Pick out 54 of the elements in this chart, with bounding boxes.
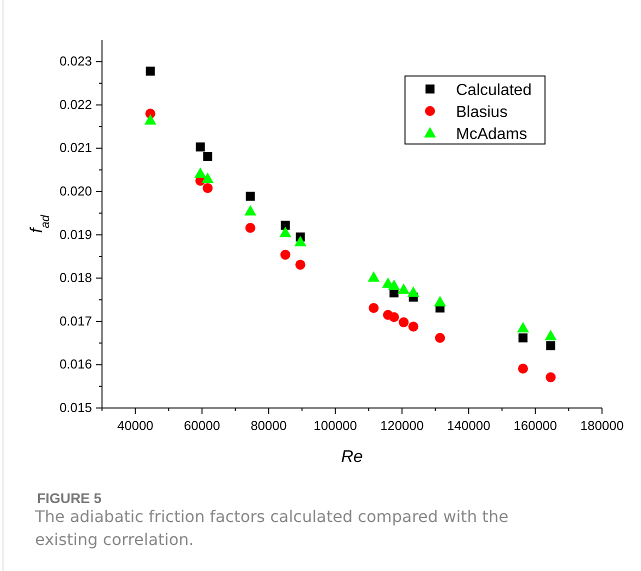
y-tick-label: 0.015 bbox=[59, 400, 92, 415]
point bbox=[435, 332, 445, 343]
point bbox=[388, 279, 400, 290]
legend-label: Calculated bbox=[456, 82, 532, 99]
y-tick-label: 0.020 bbox=[59, 184, 92, 199]
point bbox=[203, 152, 212, 161]
point bbox=[146, 66, 155, 76]
point bbox=[295, 260, 306, 270]
point bbox=[518, 364, 528, 374]
x-tick-label: 80000 bbox=[250, 418, 287, 433]
legend-label: McAdams bbox=[456, 126, 528, 143]
text: The adiabatic friction factors calculated compared with the existing correlation. bbox=[35, 506, 510, 551]
y-tick-label: 0.023 bbox=[59, 54, 92, 69]
y-tick-label: 0.017 bbox=[59, 313, 92, 328]
point bbox=[544, 330, 557, 340]
point bbox=[202, 183, 213, 194]
point bbox=[434, 296, 446, 306]
point bbox=[280, 250, 290, 260]
point bbox=[194, 167, 206, 178]
x-tick-label: 180000 bbox=[580, 418, 624, 433]
x-tick-label: 60000 bbox=[184, 418, 220, 433]
legend-label: Blasius bbox=[456, 104, 508, 121]
point bbox=[407, 286, 420, 297]
point bbox=[245, 222, 256, 233]
point bbox=[246, 192, 255, 201]
text: FIGURE 5 bbox=[37, 490, 102, 506]
y-tick-label: 0.016 bbox=[59, 356, 92, 372]
point bbox=[398, 283, 410, 294]
x-tick-label: 100000 bbox=[314, 418, 358, 433]
x-tick-label: 40000 bbox=[117, 418, 154, 433]
point bbox=[408, 322, 418, 332]
point bbox=[389, 312, 399, 322]
point bbox=[144, 114, 156, 125]
point bbox=[280, 220, 290, 230]
point bbox=[546, 341, 556, 350]
point bbox=[398, 317, 409, 328]
x-tick-label: 120000 bbox=[380, 418, 424, 433]
point bbox=[279, 226, 292, 238]
point bbox=[202, 172, 214, 184]
point bbox=[196, 142, 205, 152]
point bbox=[368, 302, 379, 313]
x-tick-label: 140000 bbox=[446, 418, 490, 433]
point bbox=[518, 333, 528, 342]
point bbox=[517, 322, 529, 332]
x-tick-label: 160000 bbox=[514, 418, 558, 433]
point bbox=[368, 271, 380, 282]
y-tick-label: 0.022 bbox=[59, 96, 92, 112]
point bbox=[294, 236, 306, 246]
y-tick-label: 0.021 bbox=[59, 140, 92, 156]
point bbox=[546, 372, 556, 382]
point bbox=[244, 205, 256, 216]
y-tick-label: 0.019 bbox=[59, 226, 92, 242]
y-tick-label: 0.018 bbox=[59, 270, 92, 286]
x-axis-title: Re bbox=[341, 447, 363, 466]
